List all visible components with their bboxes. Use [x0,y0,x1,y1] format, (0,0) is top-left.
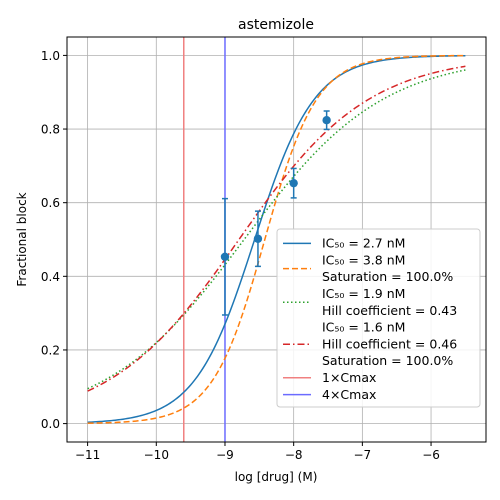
x-axis-label: log [drug] (M) [235,470,318,484]
x-tick-label: −6 [422,448,440,462]
y-tick-label: 0.8 [41,123,60,137]
x-tick-label: −10 [144,448,169,462]
legend-label: IC₅₀ = 1.6 nM [322,320,405,335]
fit-curve [87,54,466,423]
data-point [289,178,298,188]
legend-label: 1×Cmax [322,370,376,385]
data-point [253,234,263,243]
legend-label: IC₅₀ = 3.8 nM [322,252,405,267]
legend-label: IC₅₀ = 1.9 nM [322,286,405,301]
fit-curve [87,54,466,424]
legend-box [276,228,481,408]
legend-label: Hill coefficient = 0.46 [322,336,457,351]
chart-title: astemizole [238,17,314,33]
y-tick-label: 0.6 [41,196,60,210]
fit-curves [87,54,466,424]
axis-ticks: −11 −10 −9 −8 −7 −6 0.0 0.2 0.4 0.6 0.8 1.0 [41,49,440,462]
legend-label: Saturation = 100.0% [322,353,453,368]
x-tick-label: −7 [354,448,372,462]
plot-frame [66,36,487,443]
legend-label: IC₅₀ = 2.7 nM [322,236,405,251]
data-point [322,116,331,125]
y-tick-label: 0.2 [41,343,60,357]
y-tick-label: 1.0 [41,49,60,63]
y-tick-label: 0.4 [41,270,60,284]
legend-label: 4×Cmax [322,387,376,402]
data-points [220,110,331,316]
fit-curve [87,65,466,392]
legend-label: Saturation = 100.0% [322,269,453,284]
data-point [220,252,230,262]
x-tick-label: −9 [216,448,234,462]
legend-label: Hill coefficient = 0.43 [322,303,457,318]
y-tick-label: 0.0 [41,417,60,431]
y-axis-label: Fractional block [15,192,29,286]
x-tick-label: −8 [285,448,303,462]
x-tick-label: −11 [75,448,100,462]
